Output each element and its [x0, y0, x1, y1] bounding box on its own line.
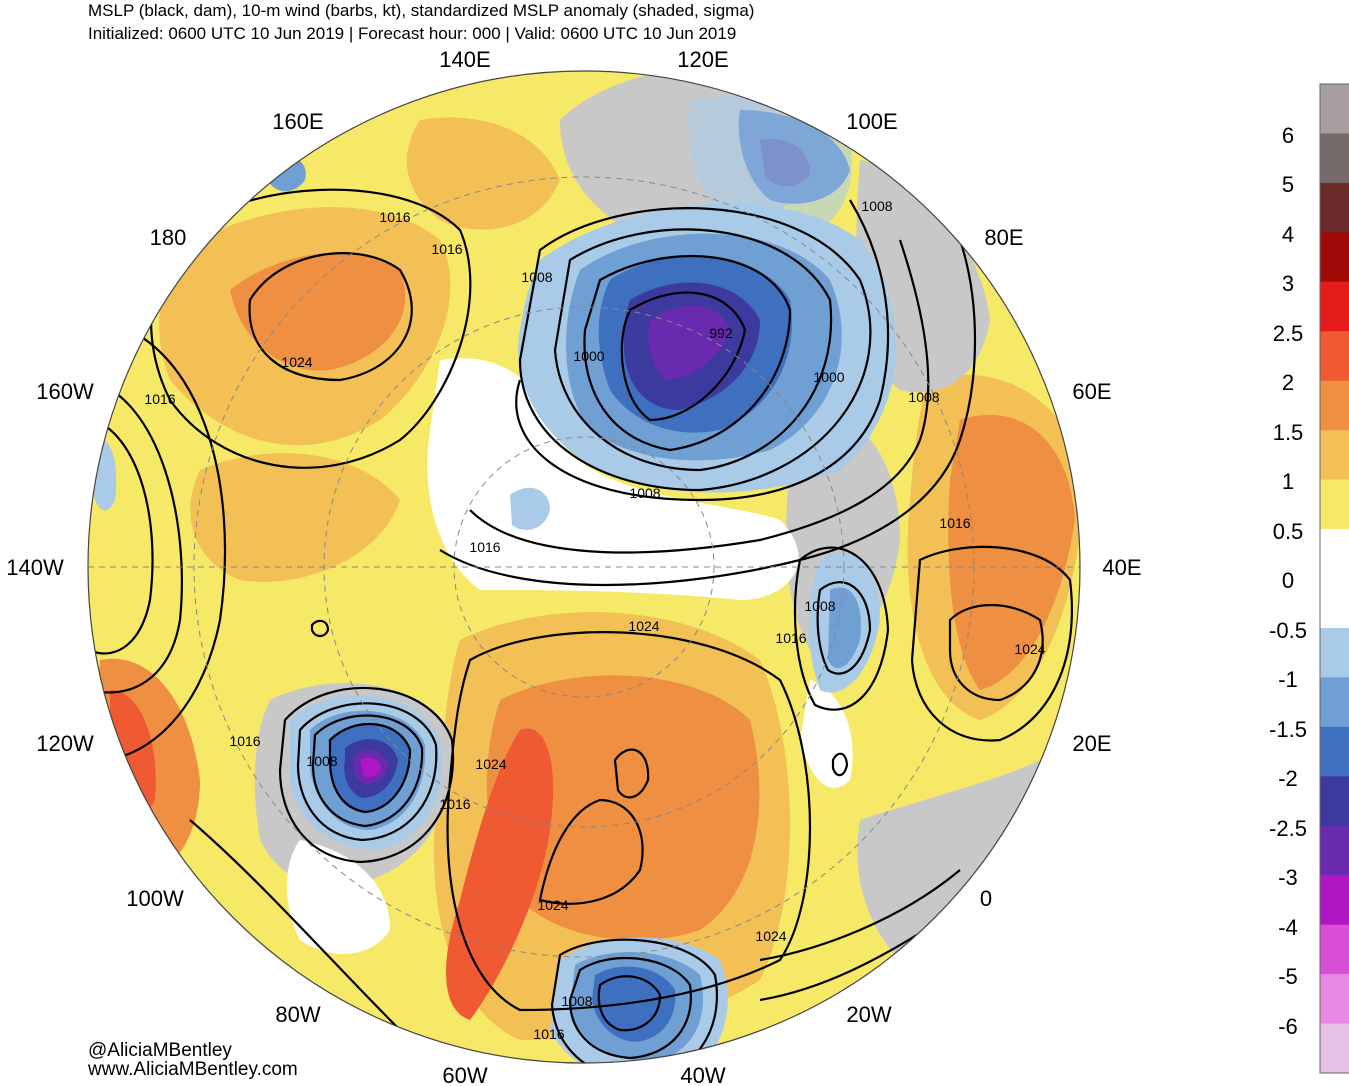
colorbar-tick: -1 — [1278, 667, 1298, 692]
colorbar-swatch — [1320, 430, 1349, 481]
colorbar-tick: -5 — [1278, 964, 1298, 989]
colorbar-swatches — [1319, 83, 1349, 1074]
isobar-label: 1000 — [573, 348, 604, 364]
isobar-label: 1008 — [908, 389, 939, 405]
isobar-label: 1008 — [306, 753, 337, 769]
graticule — [88, 176, 1080, 958]
colorbar-swatch — [1320, 529, 1349, 579]
colorbar-tick: -1.5 — [1269, 717, 1307, 742]
credit-website[interactable]: www.AliciaMBentley.com — [88, 1059, 298, 1080]
lon-label-160w: 160W — [36, 379, 94, 404]
colorbar-swatch — [1320, 133, 1349, 184]
colorbar-swatch — [1320, 825, 1349, 876]
colorbar-swatch — [1320, 479, 1349, 530]
isobar-label: 1016 — [469, 539, 500, 555]
colorbar-tick: -2 — [1278, 766, 1298, 791]
colorbar-tick: 6 — [1282, 123, 1294, 148]
credit-handle: @AliciaMBentley — [88, 1040, 232, 1061]
colorbar-tick: -3 — [1278, 865, 1298, 890]
colorbar-tick: 2 — [1282, 370, 1294, 395]
lon-label-60w: 60W — [442, 1063, 487, 1086]
colorbar-tick: -4 — [1278, 915, 1298, 940]
isobar-label: 1024 — [628, 618, 659, 634]
isobar-label: 1008 — [521, 269, 552, 285]
lon-label-0: 0 — [980, 886, 992, 911]
lon-label-20e: 20E — [1072, 731, 1111, 756]
colorbar-swatch — [1320, 924, 1349, 975]
colorbar-tick: 1 — [1282, 469, 1294, 494]
isobar-label: 1008 — [629, 485, 660, 501]
colorbar-swatch — [1320, 776, 1349, 827]
colorbar-swatch — [1320, 1023, 1349, 1074]
isobar-label: 1024 — [281, 354, 312, 370]
lon-label-120w: 120W — [36, 731, 94, 756]
isobar-label: 1008 — [561, 993, 592, 1009]
lon-label-60e: 60E — [1072, 379, 1111, 404]
colorbar-swatch — [1320, 627, 1349, 678]
longitude-labels: 140E 120E 100E 80E 60E 40E 20E 0 20W 40W… — [6, 47, 1141, 1086]
lon-label-80e: 80E — [984, 225, 1023, 250]
isobar-label: 1016 — [144, 391, 175, 407]
colorbar-swatch — [1320, 380, 1349, 431]
isobar-label: 1016 — [379, 209, 410, 225]
isobar-label: 1024 — [475, 756, 506, 772]
colorbar-tick: 0.5 — [1273, 519, 1304, 544]
colorbar-swatch — [1320, 232, 1349, 283]
colorbar-swatch — [1320, 578, 1349, 629]
colorbar-swatch — [1320, 677, 1349, 728]
isobar-label: 1008 — [804, 598, 835, 614]
colorbar-swatch — [1320, 331, 1349, 382]
colorbar-swatch — [1320, 281, 1349, 332]
colorbar-tick: -2.5 — [1269, 816, 1307, 841]
colorbar-outline — [1319, 83, 1349, 1074]
isobar-label: 1016 — [775, 630, 806, 646]
isobar-label: 1024 — [537, 897, 568, 913]
lon-label-40e: 40E — [1102, 555, 1141, 580]
lon-label-80w: 80W — [275, 1002, 320, 1027]
lon-label-140w: 140W — [6, 555, 64, 580]
lon-label-40w: 40W — [680, 1063, 725, 1086]
isobar-label: 1016 — [533, 1026, 564, 1042]
isobar-label: 1024 — [755, 928, 786, 944]
isobar-label: 1016 — [439, 796, 470, 812]
lon-label-160e: 160E — [272, 109, 323, 134]
colorbar-tick: 2.5 — [1273, 321, 1304, 346]
lon-label-140e: 140E — [439, 47, 490, 72]
isobar-label: 1016 — [229, 733, 260, 749]
lon-label-100w: 100W — [126, 886, 184, 911]
lon-label-120e: 120E — [677, 47, 728, 72]
colorbar-tick: 5 — [1282, 172, 1294, 197]
lon-label-20w: 20W — [846, 1002, 891, 1027]
isobars — [89, 188, 1074, 1063]
isobar-label: 1000 — [813, 369, 844, 385]
anomaly-shading — [88, 71, 1080, 1063]
colorbar-swatch — [1320, 84, 1349, 134]
colorbar-tick: -0.5 — [1269, 618, 1307, 643]
colorbar-tick: -6 — [1278, 1014, 1298, 1039]
lon-label-180: 180 — [150, 225, 187, 250]
colorbar-tick: 1.5 — [1273, 420, 1304, 445]
colorbar-tick: 0 — [1282, 568, 1294, 593]
isobar-label: 1016 — [939, 515, 970, 531]
colorbar-swatch — [1320, 875, 1349, 926]
lon-label-100e: 100E — [846, 109, 897, 134]
map-subtitle: Initialized: 0600 UTC 10 Jun 2019 | Fore… — [88, 24, 737, 43]
colorbar-swatch — [1320, 974, 1349, 1025]
isobar-label: 992 — [709, 325, 733, 341]
colorbar-swatch — [1320, 182, 1349, 233]
colorbar-tick: 4 — [1282, 222, 1294, 247]
colorbar-swatch — [1320, 726, 1349, 777]
map-boundary — [87, 70, 1081, 1064]
isobar-label: 1008 — [861, 198, 892, 214]
colorbar-tick-labels: 6 5 4 3 2.5 2 1.5 1 0.5 0 -0.5 -1 -1.5 -… — [1269, 123, 1307, 1039]
isobar-label: 1024 — [1014, 641, 1045, 657]
colorbar-tick: 3 — [1282, 271, 1294, 296]
isobar-labels: 1016 1016 1008 1024 1016 992 1000 1000 1… — [144, 198, 1045, 1042]
map-title: MSLP (black, dam), 10-m wind (barbs, kt)… — [88, 1, 755, 20]
isobar-label: 1016 — [431, 241, 462, 257]
